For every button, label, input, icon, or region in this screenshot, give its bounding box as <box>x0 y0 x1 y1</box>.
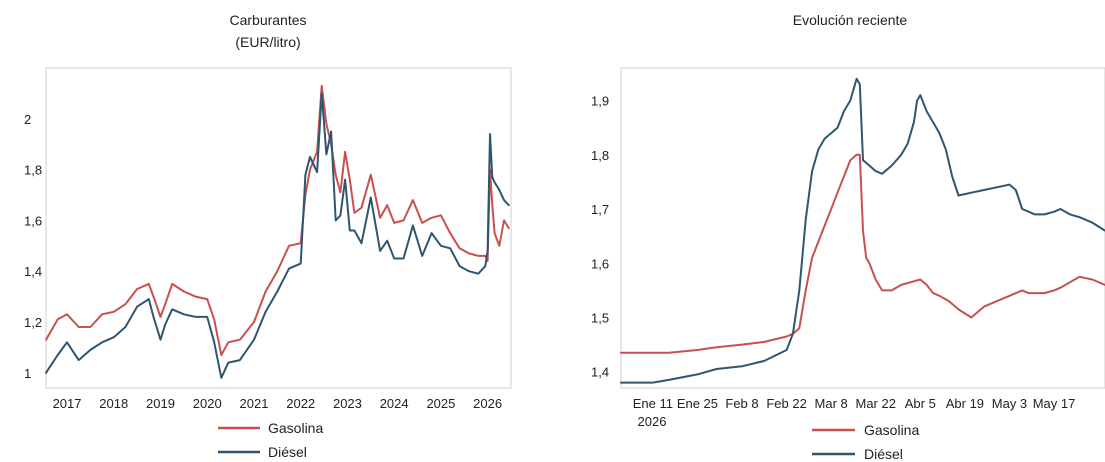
legend-label-diesel: Diésel <box>268 444 307 460</box>
x-tick-year: 2026 <box>638 414 667 429</box>
y-tick-label: 1,5 <box>591 310 609 325</box>
x-tick-label: 2019 <box>146 396 175 411</box>
legend: Gasolina Diésel <box>812 422 919 462</box>
chart-title: Evolución reciente <box>793 12 908 28</box>
y-tick-label: 1,7 <box>591 202 609 217</box>
y-tick-label: 1,9 <box>591 94 609 109</box>
plot-lines <box>45 84 510 379</box>
series-line-diesel <box>45 92 510 379</box>
y-tick-label: 1,8 <box>591 148 609 163</box>
x-tick-label: 2021 <box>240 396 269 411</box>
x-axis: Ene 11 Ene 25 Feb 8 Feb 22 Mar 8 Mar 22 Abr 5 A… <box>633 396 1076 411</box>
x-tick-label: May 3 <box>992 396 1027 411</box>
plot-lines <box>620 77 1105 384</box>
legend-label-gasolina: Gasolina <box>268 420 323 436</box>
x-tick-label: 2017 <box>53 396 82 411</box>
legend: Gasolina Diésel <box>218 420 323 460</box>
chart-subtitle: (EUR/litro) <box>235 34 300 50</box>
series-line-gasolina <box>620 153 1105 354</box>
series-line-gasolina <box>45 84 510 356</box>
legend-label-diesel: Diésel <box>864 446 903 462</box>
x-axis: 2017 2018 2019 2020 2021 2022 2023 2024 2025 2026 <box>53 396 503 411</box>
x-tick-label: Feb 22 <box>766 396 806 411</box>
series-line-diesel <box>620 77 1105 384</box>
x-tick-label: Feb 8 <box>725 396 758 411</box>
x-tick-label: Ene 11 <box>633 396 673 411</box>
y-tick-label: 1,4 <box>24 264 42 279</box>
x-tick-label: 2020 <box>193 396 222 411</box>
x-tick-label: Mar 22 <box>856 396 896 411</box>
x-tick-label: May 17 <box>1033 396 1076 411</box>
x-tick-label: Mar 8 <box>815 396 848 411</box>
y-tick-label: 1,6 <box>24 213 42 228</box>
x-tick-label: Abr 5 <box>905 396 936 411</box>
plot-frame <box>45 67 512 389</box>
y-axis: 1,4 1,5 1,6 1,7 1,8 1,9 <box>591 94 609 380</box>
x-tick-label: 2024 <box>380 396 409 411</box>
y-tick-label: 1,4 <box>591 365 609 380</box>
chart-evolucion-reciente: Evolución reciente 1,4 1,5 1,6 1,7 1,8 1,9 En… <box>591 12 1105 462</box>
x-tick-label: Ene 25 <box>677 396 718 411</box>
chart-carburantes: Carburantes (EUR/litro) 1 1,2 1,4 1,6 1,8 2 2… <box>24 12 512 460</box>
x-tick-label: 2025 <box>426 396 455 411</box>
x-tick-label: 2018 <box>99 396 128 411</box>
plot-frame <box>620 67 1105 389</box>
x-tick-label: Abr 19 <box>946 396 984 411</box>
y-tick-label: 2 <box>24 112 31 127</box>
y-tick-label: 1 <box>24 366 31 381</box>
y-axis: 1 1,2 1,4 1,6 1,8 2 <box>24 112 42 381</box>
y-tick-label: 1,6 <box>591 256 609 271</box>
y-tick-label: 1,2 <box>24 315 42 330</box>
x-tick-label: 2023 <box>333 396 362 411</box>
x-tick-label: 2022 <box>286 396 315 411</box>
x-tick-label: 2026 <box>473 396 502 411</box>
chart-title: Carburantes <box>229 12 306 28</box>
legend-label-gasolina: Gasolina <box>864 422 919 438</box>
y-tick-label: 1,8 <box>24 163 42 178</box>
